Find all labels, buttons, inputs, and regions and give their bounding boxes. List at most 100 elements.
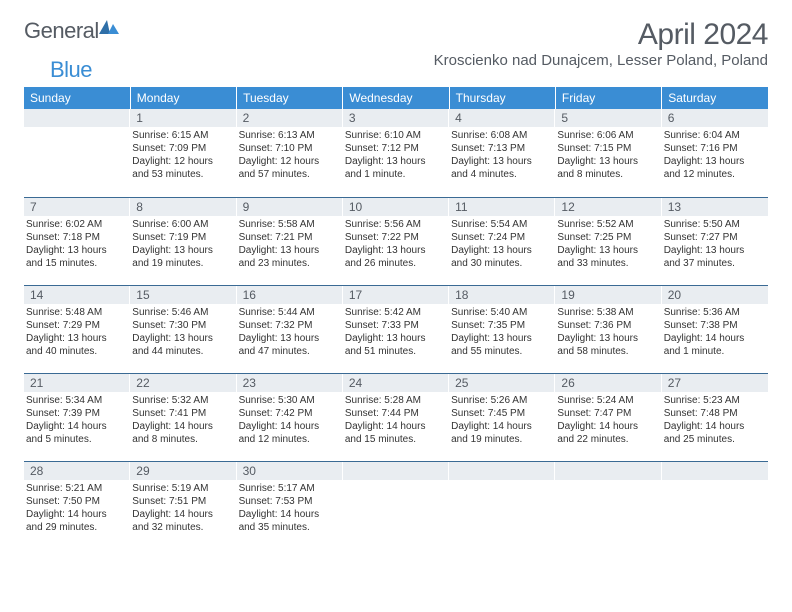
day-line: Sunrise: 5:24 AM: [557, 394, 657, 407]
day-line: Daylight: 13 hours: [557, 155, 657, 168]
day-line: and 8 minutes.: [557, 168, 657, 181]
day-number: [24, 109, 130, 127]
calendar-day-cell: 24Sunrise: 5:28 AMSunset: 7:44 PMDayligh…: [343, 373, 449, 461]
calendar-body: 1 Sunrise: 6:15 AMSunset: 7:09 PM Daylight…: [24, 109, 768, 549]
day-line: Sunrise: 6:10 AM: [345, 129, 445, 142]
calendar-day-cell: 2Sunrise: 6:13 AMSunset: 7:10 PMDaylight…: [237, 109, 343, 197]
day-line: Sunset: 7:50 PM: [26, 495, 126, 508]
day-content: Sunrise: 6:06 AMSunset: 7:15 PMDaylight:…: [555, 127, 661, 183]
day-line: Sunset: 7:10 PM: [239, 142, 339, 155]
day-number: [343, 462, 449, 480]
weekday-header: Tuesday: [237, 87, 343, 109]
day-content: Sunrise: 6:08 AMSunset: 7:13 PMDaylight:…: [449, 127, 555, 183]
day-line: Sunset: 7:44 PM: [345, 407, 445, 420]
day-content: Sunrise: 5:30 AMSunset: 7:42 PMDaylight:…: [237, 392, 343, 448]
day-line: Sunset: 7:41 PM: [132, 407, 232, 420]
logo-text-blue: Blue: [50, 57, 92, 82]
day-line: Sunrise: 5:28 AM: [345, 394, 445, 407]
day-line: Sunrise: 5:17 AM: [239, 482, 339, 495]
day-line: Daylight: 14 hours: [26, 508, 126, 521]
day-content: Sunrise: 5:42 AMSunset: 7:33 PMDaylight:…: [343, 304, 449, 360]
day-content: Sunrise: 5:26 AMSunset: 7:45 PMDaylight:…: [449, 392, 555, 448]
day-line: Daylight: 13 hours: [451, 155, 551, 168]
calendar-day-cell: 23Sunrise: 5:30 AMSunset: 7:42 PMDayligh…: [237, 373, 343, 461]
day-number: 26: [555, 374, 661, 392]
calendar-day-cell: 20Sunrise: 5:36 AMSunset: 7:38 PMDayligh…: [662, 285, 768, 373]
day-line: Sunrise: 5:38 AM: [557, 306, 657, 319]
calendar-header-row: SundayMondayTuesdayWednesdayThursdayFrid…: [24, 87, 768, 109]
day-number: 18: [449, 286, 555, 304]
day-line: Daylight: 14 hours: [557, 420, 657, 433]
day-line: and 58 minutes.: [557, 345, 657, 358]
logo: General: [24, 18, 125, 44]
day-line: Daylight: 13 hours: [132, 332, 232, 345]
day-line: Daylight: 14 hours: [664, 332, 764, 345]
calendar-day-cell: 30Sunrise: 5:17 AMSunset: 7:53 PMDayligh…: [237, 461, 343, 549]
day-content: Sunrise: 6:13 AMSunset: 7:10 PMDaylight:…: [237, 127, 343, 183]
calendar-day-cell: 25Sunrise: 5:26 AMSunset: 7:45 PMDayligh…: [449, 373, 555, 461]
day-content: Sunrise: 5:48 AMSunset: 7:29 PMDaylight:…: [24, 304, 130, 360]
calendar-day-cell: [662, 461, 768, 549]
calendar-day-cell: [24, 109, 130, 197]
day-line: Sunrise: 5:50 AM: [664, 218, 764, 231]
day-number: 20: [662, 286, 768, 304]
day-line: Sunset: 7:53 PM: [239, 495, 339, 508]
day-content: Sunrise: 5:38 AMSunset: 7:36 PMDaylight:…: [555, 304, 661, 360]
day-line: and 19 minutes.: [451, 433, 551, 446]
day-line: Daylight: 13 hours: [345, 244, 445, 257]
day-line: and 12 minutes.: [664, 168, 764, 181]
day-line: Sunset: 7:12 PM: [345, 142, 445, 155]
day-line: and 53 minutes.: [132, 168, 232, 181]
day-line: Sunrise: 5:42 AM: [345, 306, 445, 319]
day-line: Daylight: 13 hours: [345, 155, 445, 168]
month-title: April 2024: [434, 18, 768, 52]
weekday-header: Friday: [555, 87, 661, 109]
day-line: Sunset: 7:09 PM: [132, 142, 232, 155]
day-line: Sunrise: 5:56 AM: [345, 218, 445, 231]
day-line: Sunrise: 6:04 AM: [664, 129, 764, 142]
day-number: 10: [343, 198, 449, 216]
day-line: Sunset: 7:15 PM: [557, 142, 657, 155]
day-line: Sunrise: 6:06 AM: [557, 129, 657, 142]
day-line: Daylight: 13 hours: [664, 155, 764, 168]
logo-triangle-icon: [99, 18, 121, 36]
day-line: Daylight: 14 hours: [132, 508, 232, 521]
calendar-week-row: 14Sunrise: 5:48 AMSunset: 7:29 PMDayligh…: [24, 285, 768, 373]
day-number: 1: [130, 109, 236, 127]
day-line: Sunset: 7:35 PM: [451, 319, 551, 332]
day-line: Daylight: 13 hours: [557, 244, 657, 257]
day-line: Sunset: 7:42 PM: [239, 407, 339, 420]
day-line: and 40 minutes.: [26, 345, 126, 358]
day-line: Sunrise: 5:58 AM: [239, 218, 339, 231]
day-number: 22: [130, 374, 236, 392]
day-content: Sunrise: 5:36 AMSunset: 7:38 PMDaylight:…: [662, 304, 768, 360]
calendar-day-cell: 16Sunrise: 5:44 AMSunset: 7:32 PMDayligh…: [237, 285, 343, 373]
day-content: Sunrise: 5:28 AMSunset: 7:44 PMDaylight:…: [343, 392, 449, 448]
day-number: 29: [130, 462, 236, 480]
calendar-day-cell: 28Sunrise: 5:21 AMSunset: 7:50 PMDayligh…: [24, 461, 130, 549]
day-line: and 55 minutes.: [451, 345, 551, 358]
day-line: and 4 minutes.: [451, 168, 551, 181]
day-line: Sunrise: 6:15 AM: [132, 129, 232, 142]
calendar-day-cell: 8Sunrise: 6:00 AMSunset: 7:19 PMDaylight…: [130, 197, 236, 285]
day-number: 12: [555, 198, 661, 216]
day-number: 3: [343, 109, 449, 127]
day-number: 28: [24, 462, 130, 480]
day-number: 16: [237, 286, 343, 304]
calendar-day-cell: 1Sunrise: 6:15 AMSunset: 7:09 PMDaylight…: [130, 109, 236, 197]
day-content: Sunrise: 5:21 AMSunset: 7:50 PMDaylight:…: [24, 480, 130, 536]
day-line: Sunset: 7:45 PM: [451, 407, 551, 420]
day-number: 6: [662, 109, 768, 127]
day-line: Sunrise: 6:00 AM: [132, 218, 232, 231]
day-content: Sunrise: 6:02 AMSunset: 7:18 PMDaylight:…: [24, 216, 130, 272]
day-line: Daylight: 14 hours: [664, 420, 764, 433]
day-line: and 33 minutes.: [557, 257, 657, 270]
calendar-day-cell: 22Sunrise: 5:32 AMSunset: 7:41 PMDayligh…: [130, 373, 236, 461]
day-content: Sunrise: 5:54 AMSunset: 7:24 PMDaylight:…: [449, 216, 555, 272]
day-line: Sunrise: 5:52 AM: [557, 218, 657, 231]
calendar-day-cell: 6Sunrise: 6:04 AMSunset: 7:16 PMDaylight…: [662, 109, 768, 197]
day-content: Sunrise: 5:19 AMSunset: 7:51 PMDaylight:…: [130, 480, 236, 536]
weekday-header: Monday: [130, 87, 236, 109]
day-line: Daylight: 14 hours: [451, 420, 551, 433]
day-number: 2: [237, 109, 343, 127]
